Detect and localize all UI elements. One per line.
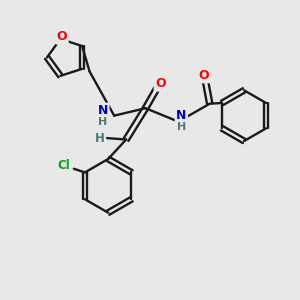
Text: N: N: [176, 109, 187, 122]
Text: H: H: [98, 117, 107, 127]
Text: O: O: [57, 30, 67, 43]
Text: H: H: [177, 122, 186, 132]
Text: H: H: [95, 132, 105, 145]
Text: O: O: [155, 77, 166, 90]
Text: N: N: [98, 104, 108, 117]
Text: O: O: [198, 69, 209, 82]
Text: Cl: Cl: [57, 159, 70, 172]
